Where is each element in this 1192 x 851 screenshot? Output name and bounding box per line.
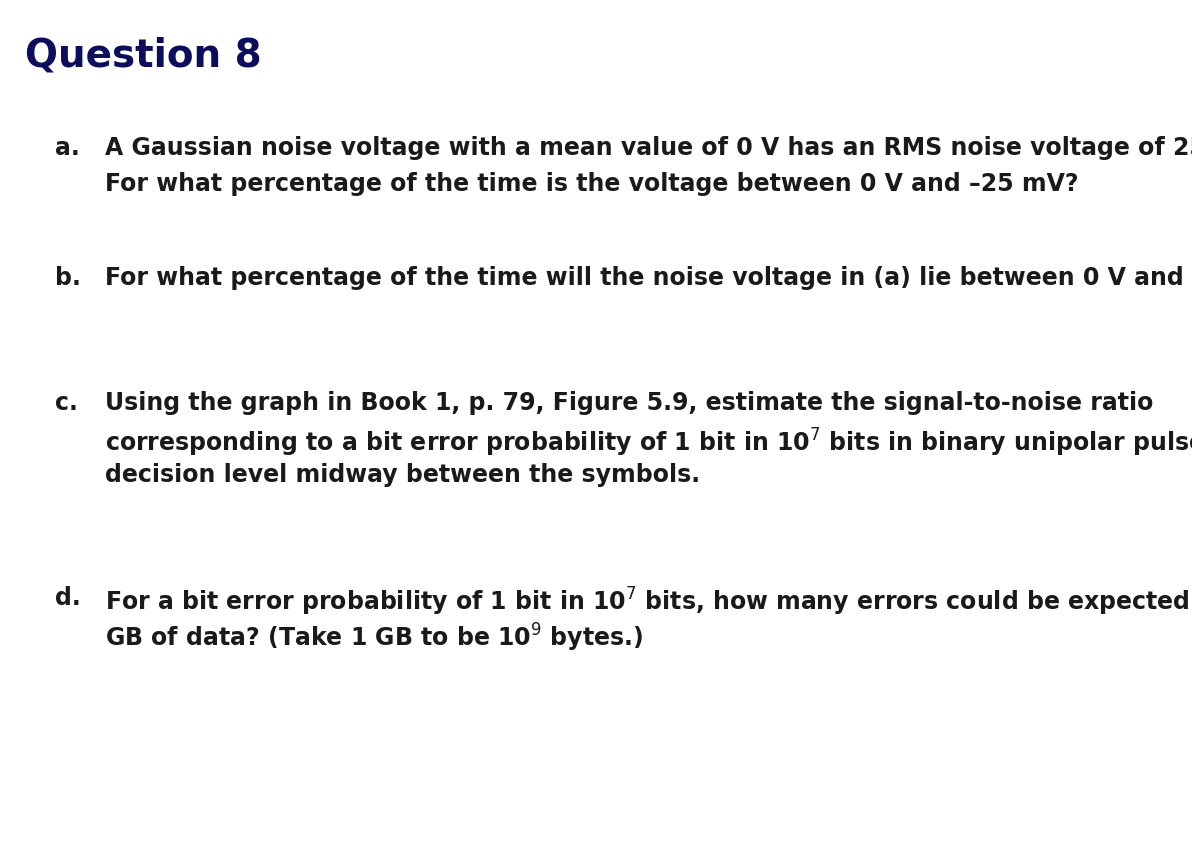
Text: a.: a. bbox=[55, 136, 80, 160]
Text: c.: c. bbox=[55, 391, 77, 415]
Text: d.: d. bbox=[55, 586, 81, 610]
Text: Using the graph in Book 1, p. 79, Figure 5.9, estimate the signal-to-noise ratio: Using the graph in Book 1, p. 79, Figure… bbox=[105, 391, 1154, 415]
Text: For what percentage of the time is the voltage between 0 V and –25 mV?: For what percentage of the time is the v… bbox=[105, 172, 1079, 196]
Text: GB of data? (Take 1 GB to be 10$^{9}$ bytes.): GB of data? (Take 1 GB to be 10$^{9}$ by… bbox=[105, 622, 644, 654]
Text: corresponding to a bit error probability of 1 bit in 10$^{7}$ bits in binary uni: corresponding to a bit error probability… bbox=[105, 427, 1192, 460]
Text: A Gaussian noise voltage with a mean value of 0 V has an RMS noise voltage of 25: A Gaussian noise voltage with a mean val… bbox=[105, 136, 1192, 160]
Text: b.: b. bbox=[55, 266, 81, 290]
Text: For a bit error probability of 1 bit in 10$^{7}$ bits, how many errors could be : For a bit error probability of 1 bit in … bbox=[105, 586, 1192, 618]
Text: Question 8: Question 8 bbox=[25, 36, 261, 74]
Text: decision level midway between the symbols.: decision level midway between the symbol… bbox=[105, 463, 700, 487]
Text: For what percentage of the time will the noise voltage in (a) lie between 0 V an: For what percentage of the time will the… bbox=[105, 266, 1192, 290]
